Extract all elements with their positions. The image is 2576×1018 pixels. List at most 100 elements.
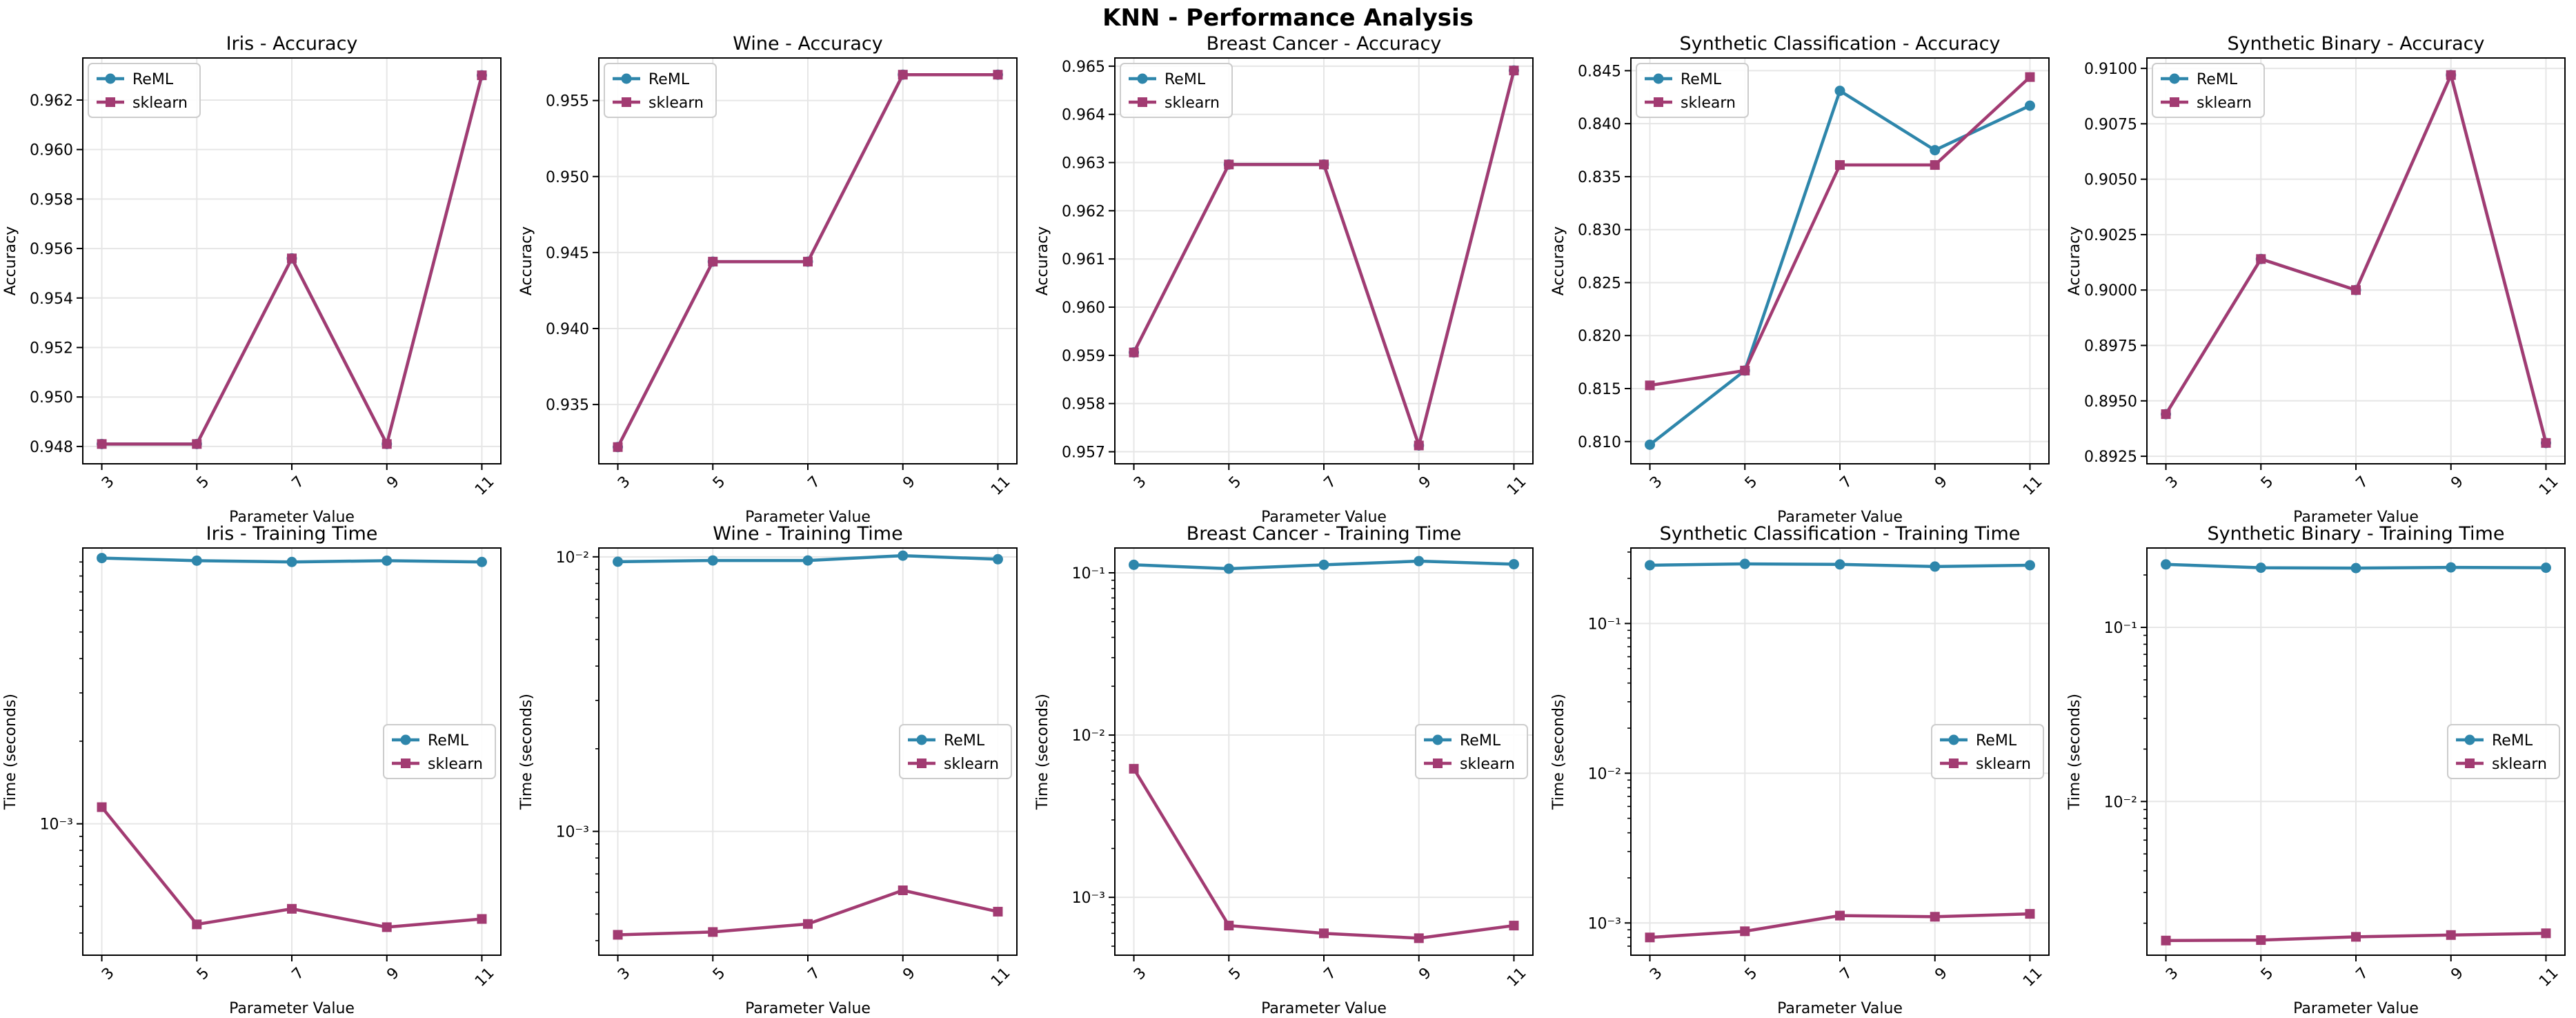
x-tick-label: 3 (2163, 964, 2182, 983)
x-tick-label: 5 (1226, 964, 1245, 983)
x-tick-label: 11 (472, 964, 497, 990)
data-point-sklearn (2256, 254, 2266, 264)
data-point-sklearn (613, 442, 623, 452)
x-tick-label: 7 (1321, 473, 1340, 492)
y-tick-label: 10⁻³ (40, 816, 73, 834)
x-axis-label: Parameter Value (1777, 509, 1903, 526)
data-point-sklearn (1224, 159, 1234, 170)
data-point-ReML (1834, 559, 1845, 570)
x-tick-label: 7 (1321, 964, 1340, 983)
y-tick-label: 0.964 (1062, 107, 1105, 124)
legend-marker-sklearn (1138, 97, 1147, 107)
y-tick-label: 0.960 (1062, 300, 1105, 317)
x-tick-label: 5 (194, 473, 213, 492)
data-point-sklearn (2025, 909, 2035, 919)
data-point-sklearn (898, 885, 908, 895)
y-tick-label: 0.945 (546, 245, 589, 262)
legend: ReML sklearn (383, 724, 496, 779)
x-tick-label: 9 (384, 964, 403, 983)
data-point-ReML (191, 555, 202, 566)
y-axis-label: Time (seconds) (2, 694, 19, 810)
legend-box (2152, 63, 2265, 118)
legend-label-sklearn: sklearn (1460, 756, 1515, 773)
y-axis-label: Accuracy (1034, 226, 1051, 295)
legend-label-ReML: ReML (1976, 732, 2017, 750)
data-point-sklearn (803, 919, 813, 929)
y-axis-label: Time (seconds) (2066, 694, 2083, 810)
x-tick-label: 9 (2448, 473, 2467, 492)
y-tick-label: 0.957 (1062, 444, 1105, 462)
data-point-sklearn (1835, 910, 1845, 921)
subplot-7: 10⁻³ 10⁻² 10⁻¹ 3 5 7 9 11 Breast Cancer - Traini… (1034, 523, 1534, 1017)
subplot-1: 0.935 0.940 0.945 0.950 0.955 3 5 7 9 11 Wine - Ac… (518, 33, 1018, 526)
y-tick-label: 0.810 (1578, 434, 1621, 451)
legend-label-ReML: ReML (2492, 732, 2533, 750)
data-point-ReML (2255, 562, 2266, 574)
data-point-ReML (2350, 562, 2361, 574)
data-point-ReML (1930, 561, 1941, 572)
legend-label-sklearn: sklearn (1165, 95, 1220, 112)
legend-label-ReML: ReML (428, 732, 469, 750)
data-point-sklearn (2446, 930, 2456, 940)
x-tick-label: 9 (384, 473, 403, 492)
legend: ReML sklearn (899, 724, 1012, 779)
y-tick-label: 0.954 (30, 291, 73, 308)
x-tick-label: 9 (1416, 964, 1435, 983)
x-tick-label: 7 (2353, 473, 2372, 492)
legend-marker-ReML (1653, 73, 1664, 84)
data-point-sklearn (192, 919, 202, 930)
legend-label-ReML: ReML (2197, 71, 2238, 88)
x-tick-label: 9 (1932, 964, 1951, 983)
legend-label-sklearn: sklearn (2492, 756, 2547, 773)
y-tick-label: 10⁻¹ (1072, 565, 1105, 583)
legend-box (383, 724, 496, 779)
x-tick-label: 9 (2448, 964, 2467, 983)
data-point-sklearn (1224, 921, 1234, 931)
subplot-4: 0.8925 0.8950 0.8975 0.9000 0.9025 0.9050 0.90… (2066, 33, 2566, 526)
legend-marker-sklearn (401, 758, 410, 768)
y-axis-label: Accuracy (518, 226, 535, 295)
data-point-sklearn (1930, 912, 1940, 922)
x-axis-label: Parameter Value (745, 509, 871, 526)
subplot-0: 0.948 0.950 0.952 0.954 0.956 0.958 0.960 0.962… (2, 33, 502, 526)
legend-box (1120, 63, 1233, 118)
y-tick-label: 0.958 (30, 191, 73, 208)
y-axis-label: Accuracy (1550, 226, 1567, 295)
y-tick-label: 10⁻² (2104, 794, 2137, 811)
subplot-title: Iris - Accuracy (226, 33, 358, 55)
x-tick-label: 11 (988, 473, 1013, 498)
data-point-sklearn (708, 927, 718, 937)
data-point-sklearn (287, 253, 297, 264)
data-point-sklearn (477, 914, 487, 924)
x-tick-label: 7 (289, 964, 308, 983)
x-tick-label: 11 (988, 964, 1013, 990)
y-tick-label: 0.965 (1062, 59, 1105, 76)
data-point-sklearn (97, 802, 107, 812)
data-point-ReML (286, 556, 297, 567)
subplot-title: Iris - Training Time (206, 523, 378, 545)
y-axis-label: Time (seconds) (1034, 694, 1051, 810)
x-tick-label: 5 (2258, 473, 2277, 492)
legend-label-sklearn: sklearn (1976, 756, 2031, 773)
data-point-sklearn (382, 922, 392, 932)
legend-marker-ReML (2464, 734, 2475, 745)
legend-marker-sklearn (917, 758, 927, 768)
x-tick-label: 3 (615, 473, 634, 492)
legend-box (604, 63, 717, 118)
data-point-sklearn (2446, 70, 2456, 80)
legend-marker-ReML (1432, 734, 1443, 745)
legend: ReML sklearn (1931, 724, 2044, 779)
y-tick-label: 10⁻³ (1588, 915, 1621, 932)
data-point-ReML (1645, 439, 1656, 450)
legend-box (2447, 724, 2560, 779)
x-tick-label: 3 (1647, 473, 1666, 492)
legend-box (1415, 724, 1528, 779)
x-tick-label: 5 (710, 964, 729, 983)
y-tick-label: 0.8975 (2084, 338, 2137, 355)
subplot-5: 10⁻³ 3 5 7 9 11 Iris - Training Time Parameter … (2, 523, 502, 1017)
legend-label-sklearn: sklearn (2197, 95, 2252, 112)
y-tick-label: 10⁻³ (556, 824, 589, 841)
y-tick-label: 0.8950 (2084, 393, 2137, 411)
data-point-sklearn (1129, 763, 1139, 774)
